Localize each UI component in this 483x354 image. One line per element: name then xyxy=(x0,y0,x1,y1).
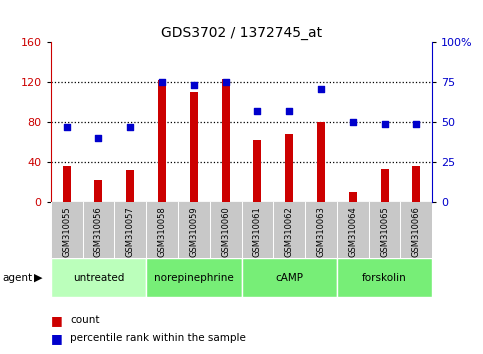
Point xyxy=(381,121,388,127)
Text: GSM310061: GSM310061 xyxy=(253,206,262,257)
Text: cAMP: cAMP xyxy=(275,273,303,283)
Bar xyxy=(158,80,166,202)
Bar xyxy=(242,258,337,297)
Text: GSM310064: GSM310064 xyxy=(348,206,357,257)
Point xyxy=(222,80,229,85)
Point xyxy=(349,119,356,125)
Bar xyxy=(337,258,432,297)
Text: GSM310066: GSM310066 xyxy=(412,206,421,257)
Bar xyxy=(51,258,146,297)
Text: GSM310059: GSM310059 xyxy=(189,206,199,257)
Bar xyxy=(412,166,420,202)
Bar xyxy=(126,170,134,202)
Bar xyxy=(63,166,71,202)
Point xyxy=(317,86,325,92)
Text: GSM310056: GSM310056 xyxy=(94,206,103,257)
Text: norepinephrine: norepinephrine xyxy=(154,273,234,283)
Text: count: count xyxy=(70,315,99,325)
Point xyxy=(127,124,134,130)
Text: ▶: ▶ xyxy=(34,273,43,283)
Title: GDS3702 / 1372745_at: GDS3702 / 1372745_at xyxy=(161,26,322,40)
Text: agent: agent xyxy=(2,273,32,283)
Bar xyxy=(146,258,242,297)
Point xyxy=(254,108,261,114)
Bar xyxy=(254,140,261,202)
Text: GSM310055: GSM310055 xyxy=(62,206,71,257)
Text: ■: ■ xyxy=(51,332,62,344)
Point xyxy=(158,80,166,85)
Text: ■: ■ xyxy=(51,314,62,327)
Text: GSM310058: GSM310058 xyxy=(157,206,167,257)
Point xyxy=(63,124,71,130)
Point xyxy=(95,135,102,141)
Text: GSM310065: GSM310065 xyxy=(380,206,389,257)
Bar xyxy=(190,92,198,202)
Point xyxy=(285,108,293,114)
Bar xyxy=(349,192,357,202)
Text: untreated: untreated xyxy=(73,273,124,283)
Text: GSM310057: GSM310057 xyxy=(126,206,135,257)
Bar xyxy=(317,122,325,202)
Text: GSM310062: GSM310062 xyxy=(284,206,294,257)
Bar xyxy=(285,134,293,202)
Text: forskolin: forskolin xyxy=(362,273,407,283)
Bar xyxy=(222,79,229,202)
Point xyxy=(412,121,420,127)
Bar xyxy=(95,180,102,202)
Point xyxy=(190,82,198,88)
Text: percentile rank within the sample: percentile rank within the sample xyxy=(70,333,246,343)
Text: GSM310060: GSM310060 xyxy=(221,206,230,257)
Text: GSM310063: GSM310063 xyxy=(316,206,326,257)
Bar xyxy=(381,169,388,202)
